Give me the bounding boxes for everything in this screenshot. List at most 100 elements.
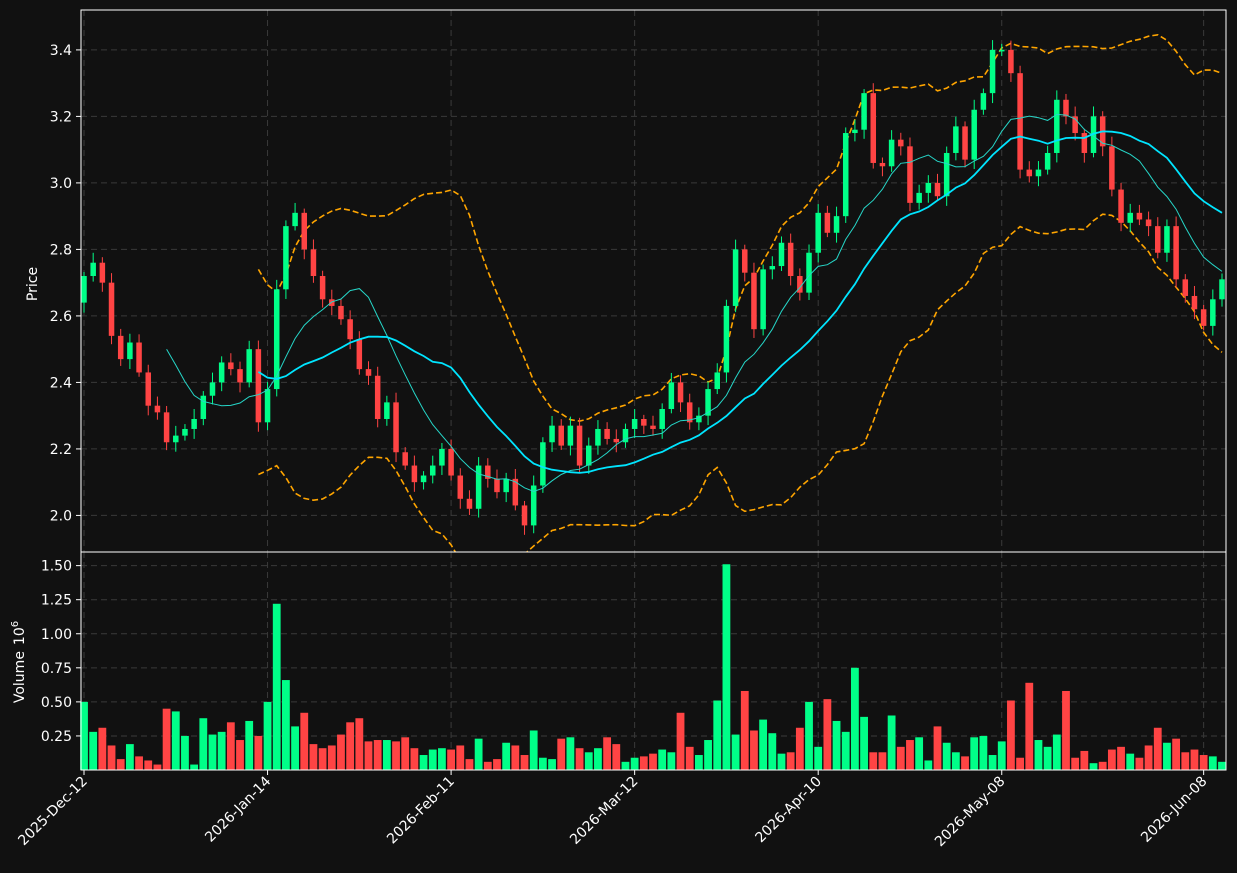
volume-bar [226,722,235,770]
candle-body [861,93,867,130]
candle-body [888,139,895,167]
volume-bar [1062,690,1070,770]
candle-body [1200,309,1207,326]
candle-body [1210,299,1216,326]
volume-bar [236,740,244,770]
volume-bar [557,738,566,770]
volume-bar [1181,752,1190,770]
candle-body [1127,212,1133,223]
candle-body [117,335,124,360]
volume-bar [621,761,630,770]
volume-bar [511,745,520,770]
volume-bar [1089,763,1098,770]
volume-bar [171,711,180,770]
price-ytick-label: 2.4 [50,375,72,391]
candle-body [283,226,289,290]
candle-body [742,249,748,273]
volume-bar [190,764,199,770]
candle-body [934,182,941,197]
volume-bar [1080,750,1089,770]
slow-ma-line [257,130,1223,474]
volume-bar [282,680,290,770]
candle-body [1109,146,1115,190]
volume-bar [1199,755,1208,770]
volume-bar [694,755,703,770]
candle-body [1008,49,1014,74]
candle-body [301,212,308,250]
candle-body [732,249,739,306]
volume-bar [520,755,529,770]
bollinger-bands [257,33,1223,552]
volume-bar [823,699,832,770]
volume-bar [759,719,768,770]
candle-body [90,262,96,277]
volume-bar [612,744,621,770]
volume-bar [1007,700,1015,770]
price-axis-label: Price [25,267,41,301]
candle-body [604,428,610,439]
candle-body [521,505,528,526]
candle-body [338,305,344,320]
volume-bar [639,756,648,770]
price-ytick-label: 3.2 [50,109,72,125]
volume-bar [493,759,501,770]
candle-body [1219,279,1225,300]
candle-body [549,425,555,443]
candle-body [714,372,720,390]
volume-bar [814,746,823,770]
volume-bar [786,752,795,770]
volume-bar [98,727,107,770]
volume-bar [382,740,391,770]
candle-body [347,319,353,340]
candle-body [237,369,243,383]
volume-bar [896,746,905,770]
volume-bar [869,752,878,770]
candle-body [319,276,326,300]
volume-bar [89,731,98,770]
volume-bar [860,716,868,770]
candle-body [1145,219,1152,227]
volume-bar [254,735,263,770]
candle-body [677,382,684,403]
volume-bar [1144,745,1153,770]
volume-ytick-label: 1.00 [41,627,72,643]
candle-body [200,395,207,419]
candle-body [228,362,234,370]
volume-bar [291,726,299,770]
candle-body [815,212,821,253]
upper-band-line [257,33,1223,422]
candle-body [292,212,298,227]
volume-bar [805,701,813,770]
volume-bar [1190,749,1199,770]
candle-body [1081,133,1088,153]
y-ticks: 2.0 2.2 2.4 2.6 2.8 3.0 3.2 3.4 0.25 0.50 0.75 1.00… [41,43,81,745]
volume-bar [933,726,942,770]
volume-bar [1052,734,1061,770]
candle-body [439,448,445,466]
volume-bar [704,740,712,770]
candle-body [953,126,959,153]
price-ytick-label: 3.4 [50,43,72,59]
volume-bar [795,727,804,770]
price-ytick-label: 2.6 [50,309,72,325]
candle-body [622,428,629,443]
candle-body [255,349,262,423]
candle-body [1182,279,1189,296]
candle-body [329,299,335,306]
volume-bar [401,737,410,770]
price-candles [81,40,1225,535]
volume-bar [162,708,171,770]
candle-body [173,435,179,443]
volume-bar [566,737,575,770]
volume-axis-label-exponent: 6 [10,621,21,627]
volume-bar [1117,746,1125,770]
volume-axis-label-base: 10 [12,627,28,645]
candle-body [485,465,491,479]
candle-body [558,425,564,446]
volume-bar [841,731,850,770]
volume-bar [658,749,667,770]
volume-bar [1172,738,1181,770]
candle-body [824,212,831,233]
volume-bar [1107,749,1116,770]
candle-body [145,372,151,406]
